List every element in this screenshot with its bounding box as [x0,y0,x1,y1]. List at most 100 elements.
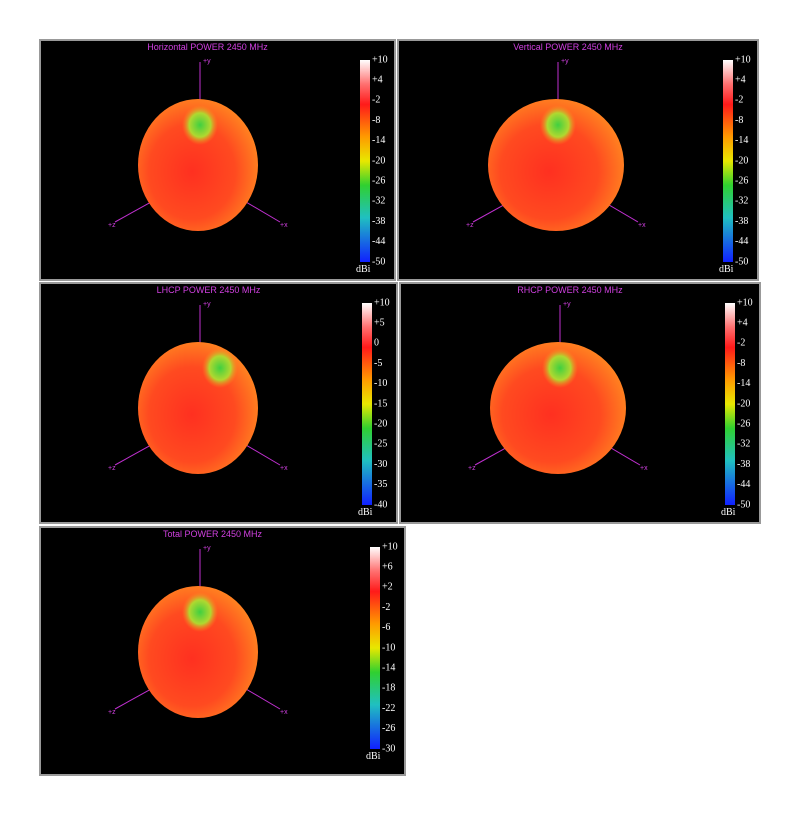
panel-frame [397,39,759,281]
panel: RHCP POWER 2450 MHz +y +z +x +10 +4 -2 -8 -14 -20… [399,282,761,524]
colorbar-tick-label: -26 [737,418,750,429]
colorbar-tick-label: -35 [374,479,387,490]
colorbar-tick-label: -14 [372,135,385,146]
colorbar-tick-label: -14 [737,378,750,389]
axis-label: +y [563,301,571,308]
colorbar-tick-label: -30 [374,459,387,470]
colorbar-tick-label: -5 [374,358,382,369]
colorbar-unit: dBi [358,507,373,518]
colorbar-tick-label: -2 [735,95,743,106]
pattern-surface [138,99,258,231]
axis-label: +z [108,709,116,716]
pattern-null [182,592,218,632]
colorbar [370,547,380,749]
axis-label: +x [638,222,646,229]
axis-label: +x [280,222,288,229]
colorbar-tick-label: +4 [372,74,383,85]
colorbar-tick-label: -38 [372,216,385,227]
colorbar-tick-label: -2 [382,602,390,613]
colorbar-tick-label: -38 [737,459,750,470]
colorbar-tick-label: -20 [735,155,748,166]
colorbar-tick-label: -20 [372,155,385,166]
pattern-null [540,105,576,145]
axis-label: +y [561,58,569,65]
axis-label: +z [108,465,116,472]
colorbar-unit: dBi [721,507,736,518]
panel-title: Horizontal POWER 2450 MHz [147,42,268,52]
colorbar-tick-label: -38 [735,216,748,227]
colorbar-tick-label: -10 [374,378,387,389]
colorbar-tick-label: -14 [382,662,395,673]
panel: Horizontal POWER 2450 MHz +y +z +x +10 +4 -2 -8… [39,39,396,281]
axis-label: +x [640,465,648,472]
colorbar-tick-label: -44 [372,236,385,247]
axis-label: +x [280,465,288,472]
axis-label: +y [203,545,211,552]
colorbar-tick-label: -10 [382,642,395,653]
colorbar-tick-label: -2 [737,338,745,349]
colorbar-tick-label: -6 [382,622,390,633]
colorbar-tick-label: -44 [735,236,748,247]
colorbar-tick-label: -8 [372,115,380,126]
colorbar-tick-label: +5 [374,317,385,328]
axis-label: +y [203,58,211,65]
axis-label: +x [280,709,288,716]
colorbar-tick-label: +2 [382,582,393,593]
colorbar-tick-label: -15 [374,398,387,409]
colorbar-unit: dBi [356,264,371,275]
axis-label: +z [466,222,474,229]
colorbar-tick-label: 0 [374,338,379,349]
colorbar-tick-label: -8 [737,358,745,369]
colorbar-tick-label: -14 [735,135,748,146]
axis-label: +z [468,465,476,472]
colorbar-tick-label: +10 [374,297,390,308]
colorbar-tick-label: -25 [374,439,387,450]
colorbar-tick-label: -22 [382,703,395,714]
panel: Total POWER 2450 MHz +y +z +x +10 +6 +2 -2 -6 -10… [39,526,406,776]
colorbar-unit: dBi [366,751,381,762]
panel: Vertical POWER 2450 MHz +y +z +x +10 +4 -2 -8 -1… [397,39,759,281]
pattern-surface [488,99,624,231]
colorbar-tick-label: -44 [737,479,750,490]
colorbar-tick-label: -30 [382,743,395,754]
colorbar-tick-label: +4 [735,74,746,85]
colorbar-tick-label: -2 [372,95,380,106]
colorbar-tick-label: +10 [735,54,751,65]
pattern-null [542,348,578,388]
colorbar [362,303,372,505]
panel-title: Vertical POWER 2450 MHz [513,42,623,52]
colorbar-tick-label: +10 [372,54,388,65]
colorbar-tick-label: -32 [372,196,385,207]
colorbar-tick-label: -32 [735,196,748,207]
colorbar-tick-label: -40 [374,499,387,510]
colorbar [725,303,735,505]
colorbar-tick-label: -26 [382,723,395,734]
colorbar-tick-label: -32 [737,439,750,450]
colorbar-tick-label: -8 [735,115,743,126]
colorbar-tick-label: -50 [372,256,385,267]
pattern-null [202,348,238,388]
colorbar-tick-label: -50 [737,499,750,510]
colorbar-tick-label: +6 [382,561,393,572]
colorbar-tick-label: +4 [737,317,748,328]
colorbar-tick-label: +10 [382,541,398,552]
panel-title: Total POWER 2450 MHz [163,529,263,539]
colorbar-tick-label: -26 [735,175,748,186]
pattern-surface [138,586,258,718]
colorbar-tick-label: -26 [372,175,385,186]
axis-label: +y [203,301,211,308]
colorbar-tick-label: +10 [737,297,753,308]
pattern-surface [490,342,626,474]
colorbar-tick-label: -20 [737,398,750,409]
colorbar-tick-label: -50 [735,256,748,267]
panel: LHCP POWER 2450 MHz +y +z +x +10 +5 0 -5 -10 -15 -… [39,282,398,524]
panel-title: RHCP POWER 2450 MHz [517,285,623,295]
colorbar-tick-label: -18 [382,683,395,694]
pattern-surface [138,342,258,474]
colorbar [360,60,370,262]
colorbar-tick-label: -20 [374,418,387,429]
colorbar-unit: dBi [719,264,734,275]
axis-label: +z [108,222,116,229]
